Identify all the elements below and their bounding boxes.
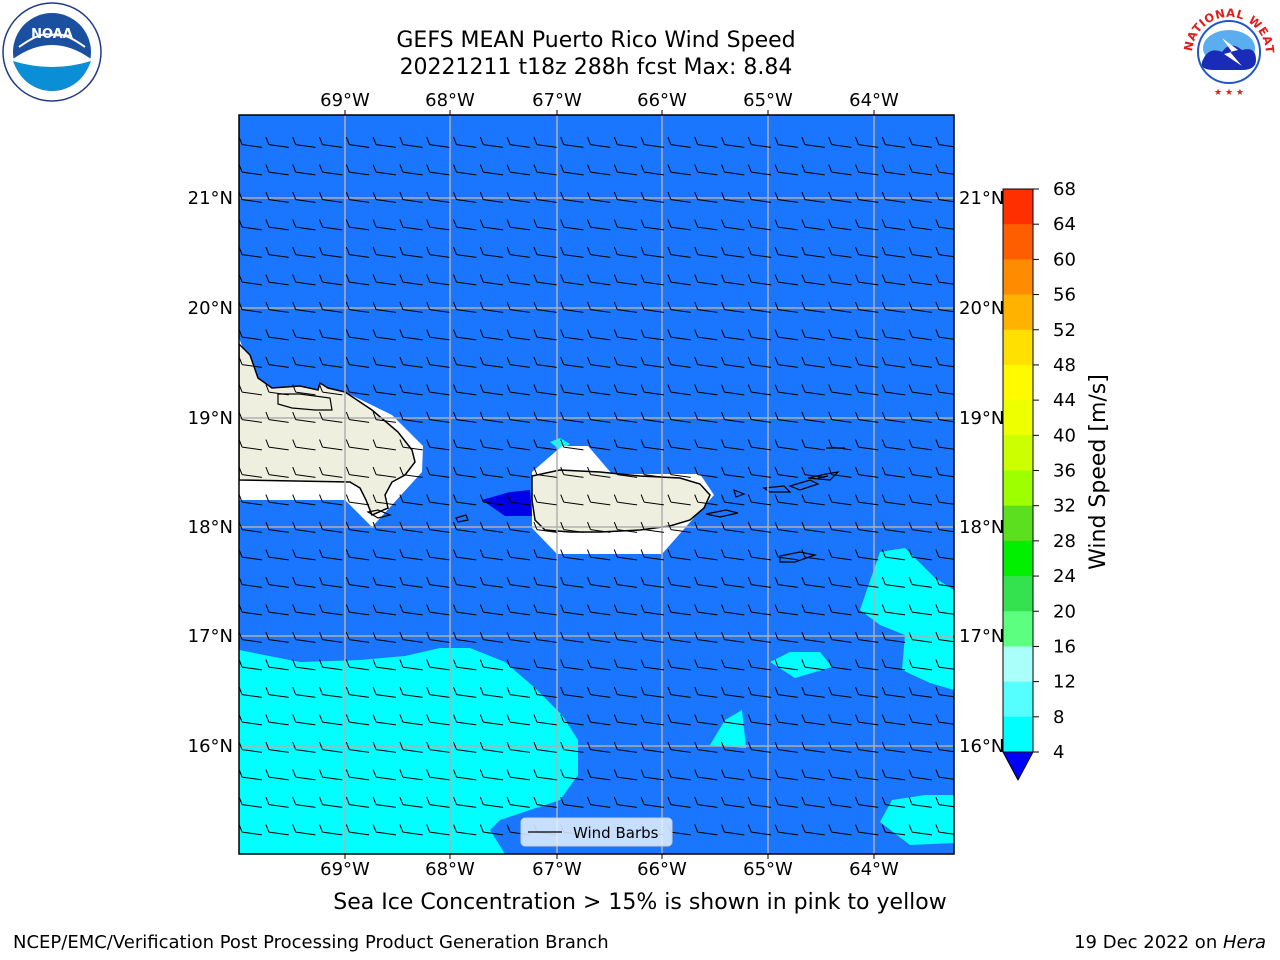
colorbar-tick-label: 60 <box>1053 249 1076 270</box>
colorbar-band <box>1003 505 1033 542</box>
lon-label-top: 65°W <box>743 90 793 111</box>
cyan-region-southwest <box>239 648 578 854</box>
lon-label-top: 69°W <box>320 90 370 111</box>
colorbar-band <box>1003 400 1033 436</box>
lon-label-bottom: 64°W <box>849 859 899 880</box>
colorbar-tick-label: 68 <box>1053 179 1076 200</box>
puerto-rico-land <box>531 469 711 533</box>
colorbar-band <box>1003 259 1033 296</box>
cyan-region-east <box>860 548 954 690</box>
legend-label: Wind Barbs <box>573 824 659 842</box>
colorbar-band <box>1003 364 1033 401</box>
lon-label-top: 67°W <box>532 90 582 111</box>
lat-label-left: 19°N <box>188 408 233 429</box>
colorbar-tick-label: 56 <box>1053 285 1076 306</box>
lon-label-bottom: 69°W <box>320 859 370 880</box>
lon-label-top: 68°W <box>425 90 475 111</box>
cyan-region-south-central <box>770 652 832 678</box>
lon-label-bottom: 65°W <box>743 859 793 880</box>
lat-label-right: 17°N <box>959 626 1004 647</box>
colorbar-band <box>1003 681 1033 718</box>
footer-credit: NCEP/EMC/Verification Post Processing Pr… <box>13 932 609 953</box>
hispaniola-coast-detail <box>277 393 333 411</box>
footer-date: 19 Dec 2022 on Hera <box>1074 932 1266 953</box>
colorbar-band <box>1003 294 1033 331</box>
lat-label-right: 20°N <box>959 298 1004 319</box>
footer-date-text: 19 Dec 2022 on <box>1074 932 1223 953</box>
map-title: GEFS MEAN Puerto Rico Wind Speed <box>396 28 796 53</box>
colorbar-extend <box>1002 751 1034 782</box>
cyan-region-small <box>710 710 746 748</box>
colorbar-label: Wind Speed [m/s] <box>1086 374 1111 570</box>
cyan-region-southeast <box>880 795 954 845</box>
colorbar-band <box>1003 470 1033 507</box>
lon-label-top: 66°W <box>637 90 687 111</box>
lat-label-left: 21°N <box>188 188 233 209</box>
map-frame <box>238 114 955 855</box>
colorbar-band <box>1003 576 1033 612</box>
lon-label-bottom: 66°W <box>637 859 687 880</box>
lat-label-right: 21°N <box>959 188 1004 209</box>
map-legend: Wind Barbs <box>520 817 673 847</box>
colorbar-tick-label: 8 <box>1053 707 1064 728</box>
lat-label-left: 18°N <box>188 517 233 538</box>
svg-text:★ ★ ★: ★ ★ ★ <box>1214 88 1244 98</box>
map-subtitle: 20221211 t18z 288h fcst Max: 8.84 <box>399 55 793 80</box>
lat-label-right: 19°N <box>959 408 1004 429</box>
colorbar-band <box>1003 540 1033 577</box>
lon-label-top: 64°W <box>849 90 899 111</box>
sea-ice-caption: Sea Ice Concentration > 15% is shown in … <box>333 890 947 915</box>
hispaniola-land <box>239 342 416 516</box>
lat-label-right: 18°N <box>959 517 1004 538</box>
colorbar-tick-label: 64 <box>1053 214 1076 235</box>
colorbar-band <box>1003 329 1033 366</box>
lon-label-bottom: 68°W <box>425 859 475 880</box>
colorbar-band <box>1003 646 1033 683</box>
colorbar-band <box>1003 716 1033 753</box>
colorbar-band <box>1003 611 1033 648</box>
colorbar-tick-label: 32 <box>1053 496 1076 517</box>
lon-label-bottom: 67°W <box>532 859 582 880</box>
colorbar-tick-label: 40 <box>1053 425 1076 446</box>
noaa-logo: NOAA <box>2 2 102 102</box>
colorbar-tick-label: 4 <box>1053 742 1064 763</box>
colorbar-tick-label: 12 <box>1053 672 1076 693</box>
colorbar-tick-label: 16 <box>1053 636 1076 657</box>
footer-host: Hera <box>1222 932 1266 953</box>
lat-label-left: 17°N <box>188 626 233 647</box>
lat-label-left: 20°N <box>188 298 233 319</box>
noaa-logo-text: NOAA <box>31 27 73 42</box>
colorbar-band <box>1003 189 1033 225</box>
dark-blue-region <box>482 490 532 516</box>
colorbar-tick-label: 48 <box>1053 355 1076 376</box>
colorbar-tick-label: 52 <box>1053 320 1076 341</box>
colorbar: 68 64 60 56 52 48 44 40 36 32 28 24 20 16 12 8 4 <box>1002 179 1076 782</box>
colorbar-tick-label: 36 <box>1053 461 1076 482</box>
lat-label-right: 16°N <box>959 736 1004 757</box>
lat-label-left: 16°N <box>188 736 233 757</box>
colorbar-band <box>1003 224 1033 260</box>
colorbar-band <box>1003 435 1033 472</box>
colorbar-tick-label: 44 <box>1053 390 1076 411</box>
graticule <box>239 115 954 854</box>
nws-logo: NATIONAL WEATHER SERVICE ★ ★ ★ <box>1178 0 1277 100</box>
colorbar-tick-label: 20 <box>1053 601 1076 622</box>
colorbar-tick-label: 24 <box>1053 566 1076 587</box>
colorbar-tick-label: 28 <box>1053 531 1076 552</box>
